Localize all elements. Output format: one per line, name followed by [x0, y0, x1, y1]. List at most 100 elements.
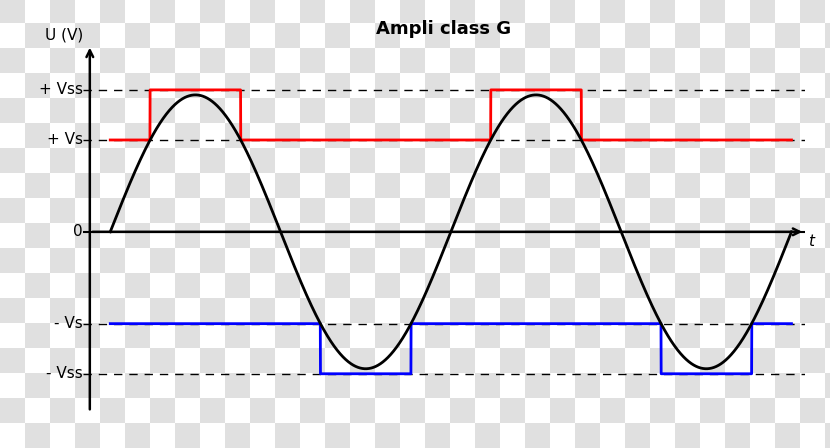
Bar	[325, 298, 350, 323]
Bar	[250, 73, 275, 98]
Bar	[75, 73, 100, 98]
Bar	[800, 373, 825, 398]
Bar	[475, 48, 500, 73]
Bar	[125, 148, 150, 173]
Bar	[325, 198, 350, 223]
Bar	[25, 273, 50, 298]
Bar	[425, 298, 450, 323]
Bar	[650, 73, 675, 98]
Bar	[550, 373, 575, 398]
Bar	[275, 98, 300, 123]
Bar	[150, 173, 175, 198]
Bar	[300, 348, 325, 373]
Bar	[625, 148, 650, 173]
Bar	[775, 373, 800, 398]
Bar	[375, 298, 400, 323]
Bar	[600, 123, 625, 148]
Bar	[150, 98, 175, 123]
Bar	[450, 73, 475, 98]
Bar	[100, 298, 125, 323]
Bar	[650, 398, 675, 423]
Bar	[325, 273, 350, 298]
Bar	[100, 98, 125, 123]
Bar	[175, 173, 200, 198]
Bar	[75, 298, 100, 323]
Bar	[200, 123, 225, 148]
Bar	[500, 148, 525, 173]
Bar	[550, 198, 575, 223]
Bar	[250, 398, 275, 423]
Bar	[200, 148, 225, 173]
Bar	[25, 23, 50, 48]
Bar	[650, 0, 675, 23]
Bar	[150, 0, 175, 23]
Bar	[800, 73, 825, 98]
Bar	[575, 373, 600, 398]
Bar	[525, 248, 550, 273]
Bar	[425, 73, 450, 98]
Bar	[450, 348, 475, 373]
Bar	[225, 0, 250, 23]
Bar	[450, 248, 475, 273]
Bar	[675, 198, 700, 223]
Bar	[150, 23, 175, 48]
Bar	[325, 398, 350, 423]
Bar	[700, 198, 725, 223]
Bar	[300, 248, 325, 273]
Bar	[600, 398, 625, 423]
Bar	[750, 23, 775, 48]
Bar	[475, 398, 500, 423]
Bar	[675, 248, 700, 273]
Bar	[500, 348, 525, 373]
Bar	[650, 323, 675, 348]
Bar	[200, 198, 225, 223]
Bar	[525, 373, 550, 398]
Bar	[550, 348, 575, 373]
Bar	[450, 123, 475, 148]
Bar	[725, 298, 750, 323]
Bar	[650, 98, 675, 123]
Bar	[325, 73, 350, 98]
Bar	[475, 223, 500, 248]
Bar	[175, 73, 200, 98]
Bar	[650, 198, 675, 223]
Bar	[750, 148, 775, 173]
Text: t: t	[808, 234, 814, 250]
Bar	[100, 348, 125, 373]
Bar	[750, 398, 775, 423]
Bar	[575, 198, 600, 223]
Bar	[400, 223, 425, 248]
Bar	[700, 223, 725, 248]
Bar	[550, 223, 575, 248]
Bar	[575, 248, 600, 273]
Bar	[775, 423, 800, 448]
Bar	[325, 48, 350, 73]
Bar	[825, 73, 830, 98]
Bar	[600, 98, 625, 123]
Bar	[25, 173, 50, 198]
Bar	[175, 23, 200, 48]
Bar	[100, 123, 125, 148]
Bar	[700, 398, 725, 423]
Bar	[25, 198, 50, 223]
Bar	[150, 298, 175, 323]
Bar	[300, 373, 325, 398]
Bar	[775, 273, 800, 298]
Bar	[250, 148, 275, 173]
Bar	[550, 423, 575, 448]
Bar	[250, 23, 275, 48]
Bar	[0, 273, 25, 298]
Bar	[750, 98, 775, 123]
Bar	[225, 398, 250, 423]
Bar	[250, 323, 275, 348]
Bar	[725, 423, 750, 448]
Bar	[550, 398, 575, 423]
Bar	[600, 173, 625, 198]
Bar	[600, 273, 625, 298]
Bar	[350, 173, 375, 198]
Bar	[525, 0, 550, 23]
Bar	[550, 273, 575, 298]
Bar	[600, 223, 625, 248]
Bar	[375, 373, 400, 398]
Bar	[775, 298, 800, 323]
